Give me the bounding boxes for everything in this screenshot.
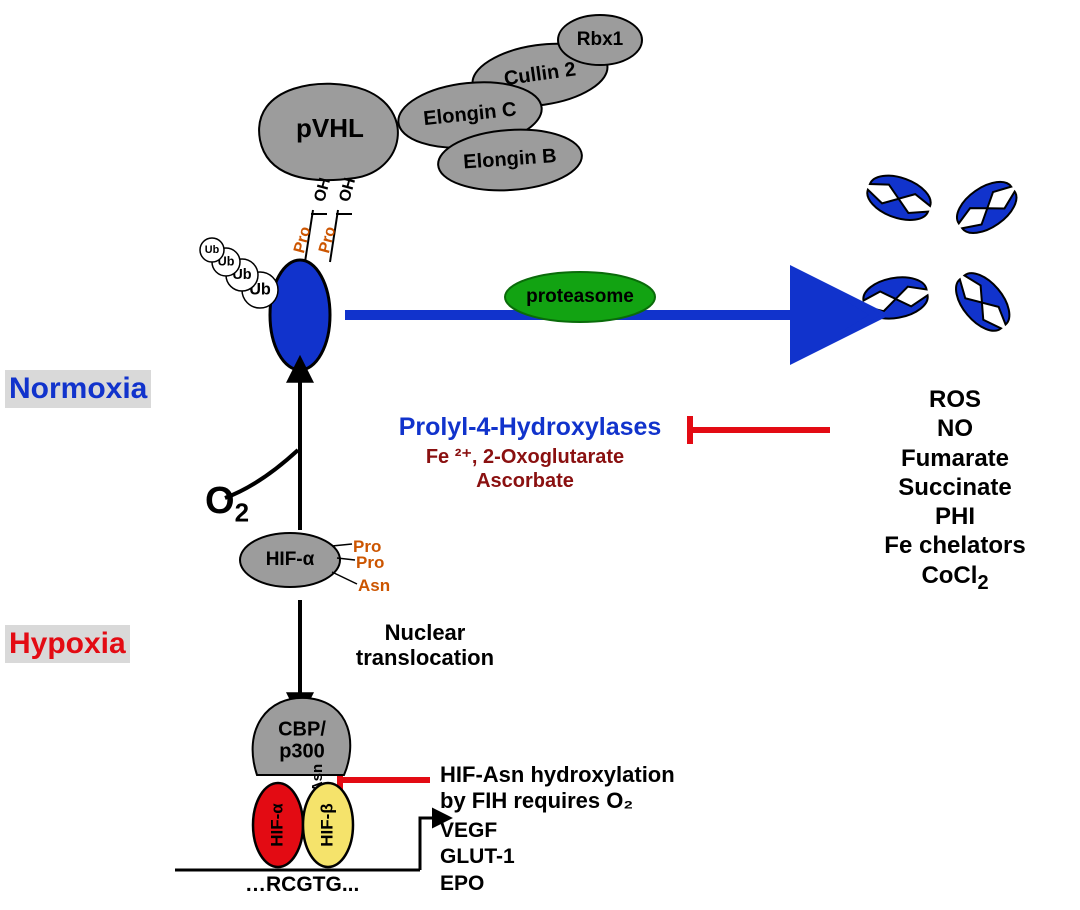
hypoxia-label: Hypoxia xyxy=(5,625,130,663)
svg-text:Pro: Pro xyxy=(291,225,314,255)
vhl-complex: pVHLCullin 2Rbx1Elongin CElongin B xyxy=(259,15,642,195)
svg-text:p300: p300 xyxy=(279,740,325,762)
target-genes: VEGFGLUT-1EPO xyxy=(440,818,515,897)
pro-residue-2: Pro xyxy=(356,553,384,573)
diagram-canvas: { "canvas":{"w":1080,"h":910,"bg":"#ffff… xyxy=(0,0,1080,910)
degraded-fragments xyxy=(861,168,1025,339)
cofactors-label: Fe ²⁺, 2-OxoglutarateAscorbate xyxy=(395,445,655,493)
hypoxia-complex: CBP/p300AsnHIF-αHIF-β xyxy=(175,698,434,870)
svg-text:Pro: Pro xyxy=(316,225,339,255)
svg-text:pVHL: pVHL xyxy=(296,113,364,143)
nuclear-translocation-label: Nucleartranslocation xyxy=(335,620,515,671)
rcgtg-label: …RCGTG... xyxy=(245,873,359,897)
o2-label: O2 xyxy=(205,480,249,529)
asn-residue: Asn xyxy=(358,576,390,596)
normoxia-label: Normoxia xyxy=(5,370,151,408)
svg-text:HIF-α: HIF-α xyxy=(266,549,315,570)
hif-ubiquitinated: UbUbUbUbProOHProOH xyxy=(200,176,359,370)
inhibitors-list: ROSNOFumarateSuccinatePHIFe chelatorsCoC… xyxy=(860,385,1050,595)
prolyl-hydroxylases-label: Prolyl-4-Hydroxylases xyxy=(365,413,695,442)
svg-text:HIF-β: HIF-β xyxy=(317,803,336,846)
svg-text:CBP/: CBP/ xyxy=(278,718,326,740)
svg-text:proteasome: proteasome xyxy=(526,286,634,307)
svg-text:HIF-α: HIF-α xyxy=(267,803,286,847)
svg-text:Ub: Ub xyxy=(205,244,220,256)
svg-text:Rbx1: Rbx1 xyxy=(577,29,624,50)
fih-label: HIF-Asn hydroxylationby FIH requires O₂ xyxy=(440,762,675,815)
